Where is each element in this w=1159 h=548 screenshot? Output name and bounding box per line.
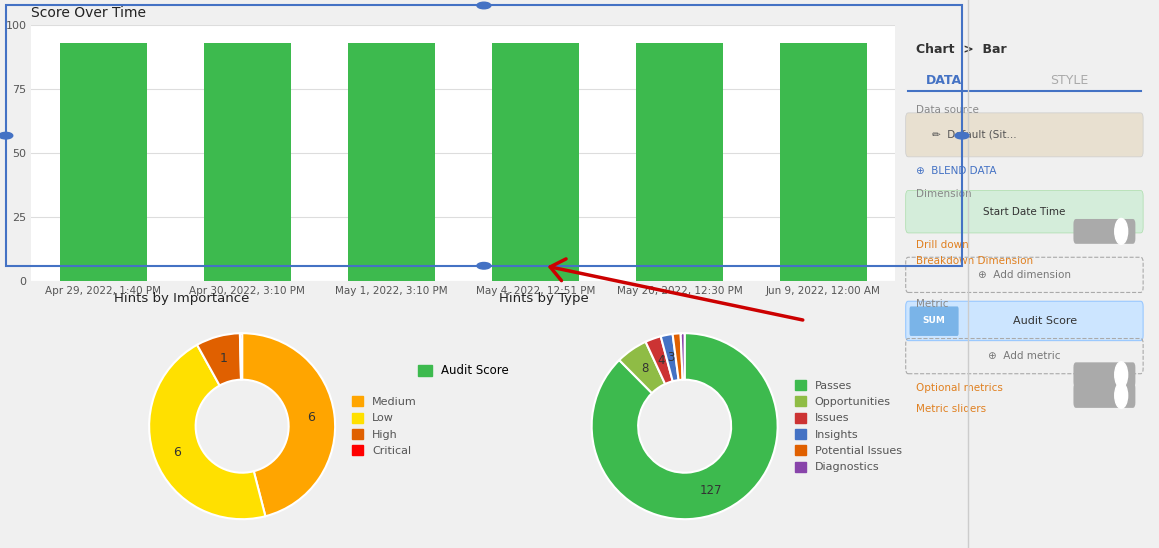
FancyBboxPatch shape [910,306,958,336]
Text: Breakdown Dimension: Breakdown Dimension [916,256,1033,266]
Circle shape [1115,383,1128,408]
Wedge shape [242,333,335,516]
Wedge shape [680,333,685,380]
Text: Hints by Importance: Hints by Importance [115,292,249,305]
Text: Optional metrics: Optional metrics [916,383,1003,393]
Legend: Audit Score: Audit Score [413,359,513,382]
Text: Start Date Time: Start Date Time [983,207,1065,216]
Text: Data source: Data source [916,105,979,115]
Text: 3: 3 [668,351,675,364]
FancyBboxPatch shape [1073,383,1136,408]
Text: DATA: DATA [926,74,962,87]
FancyBboxPatch shape [1073,362,1136,387]
Wedge shape [197,333,241,385]
Text: STYLE: STYLE [1050,74,1088,87]
Bar [348,43,435,281]
Bar [636,43,722,281]
Legend: Medium, Low, High, Critical: Medium, Low, High, Critical [352,396,417,456]
Bar [493,43,578,281]
Text: SUM: SUM [923,316,946,326]
Text: 6: 6 [174,446,181,459]
Wedge shape [646,336,672,384]
Legend: Passes, Opportunities, Issues, Insights, Potential Issues, Diagnostics: Passes, Opportunities, Issues, Insights,… [795,380,902,472]
Text: 127: 127 [700,484,722,497]
Wedge shape [150,345,265,519]
Wedge shape [672,333,683,380]
Text: Metric: Metric [916,299,948,309]
FancyBboxPatch shape [905,113,1143,157]
Text: Metric sliders: Metric sliders [916,404,986,414]
Bar [60,43,146,281]
Text: Dimension: Dimension [916,190,971,199]
Bar [204,43,291,281]
Wedge shape [240,333,242,380]
Text: Chart  >  Bar: Chart > Bar [916,43,1007,56]
Text: ⊕  Add dimension: ⊕ Add dimension [978,270,1071,280]
Text: Audit Score: Audit Score [1013,316,1077,326]
Wedge shape [661,334,679,381]
Text: 6: 6 [307,411,315,424]
Text: Score Over Time: Score Over Time [31,5,146,20]
Wedge shape [591,333,778,519]
Bar [780,43,867,281]
Text: Hints by Type: Hints by Type [498,292,589,305]
FancyBboxPatch shape [905,301,1143,341]
FancyBboxPatch shape [905,191,1143,233]
Text: 4: 4 [657,354,665,367]
FancyBboxPatch shape [1073,219,1136,244]
Text: 8: 8 [641,362,649,375]
Circle shape [1115,362,1128,387]
Wedge shape [619,342,665,393]
Text: ✏  Default (Sit...: ✏ Default (Sit... [932,130,1016,140]
Text: ⊕  Add metric: ⊕ Add metric [989,351,1060,361]
Text: 1: 1 [220,352,228,366]
Text: ⊕  BLEND DATA: ⊕ BLEND DATA [916,166,997,176]
Text: Drill down: Drill down [916,239,969,250]
Circle shape [1115,219,1128,244]
